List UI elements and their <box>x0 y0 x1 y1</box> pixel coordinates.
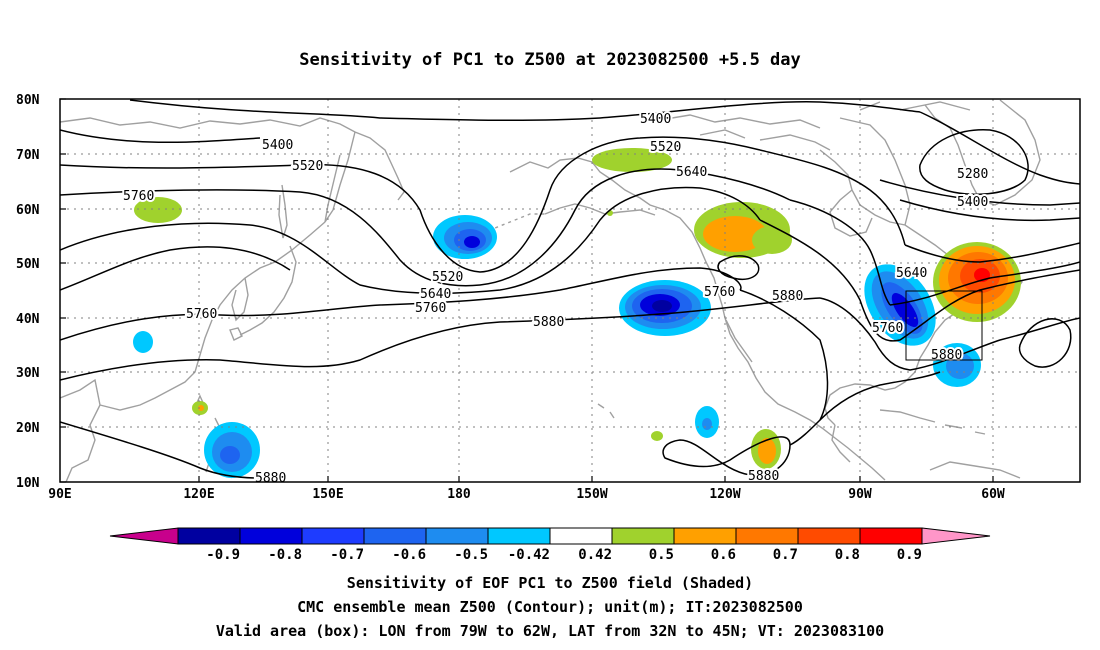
colorbar-swatch <box>859 527 923 545</box>
colorbar-labels: -0.9 -0.8 -0.7 -0.6 -0.5 -0.42 0.42 0.5 0.6 0.7 0.… <box>206 547 922 563</box>
colorbar-tick-label: 0.42 <box>578 547 612 563</box>
map-frame <box>59 98 1081 483</box>
colorbar-tick-label: -0.8 <box>268 547 302 563</box>
colorbar-right-arrow <box>921 527 991 545</box>
contour-label: 5760 <box>415 301 446 316</box>
colorbar-tick-label: 0.5 <box>649 547 674 563</box>
contour-label: 5400 <box>640 112 671 127</box>
lon-label: 120W <box>709 487 740 502</box>
lon-label: 60W <box>981 487 1005 502</box>
contour-label: 5280 <box>957 167 988 182</box>
colorbar-swatch <box>301 527 365 545</box>
colorbar-left-arrow <box>109 527 179 545</box>
contour-label: 5880 <box>931 348 962 363</box>
lon-label: 90W <box>848 487 872 502</box>
colorbar-swatch <box>673 527 737 545</box>
colorbar-tick-label: -0.42 <box>508 547 550 563</box>
lat-label: 70N <box>16 148 40 163</box>
caption-line-1: Sensitivity of EOF PC1 to Z500 field (Sh… <box>346 574 754 592</box>
colorbar-swatch <box>611 527 675 545</box>
valid-area-box <box>905 290 983 361</box>
contour-label: 5880 <box>533 315 564 330</box>
colorbar-swatch <box>363 527 427 545</box>
colorbar-tick-label: -0.6 <box>392 547 426 563</box>
z500-contours <box>60 99 1080 479</box>
lat-label: 30N <box>16 366 40 381</box>
colorbar-swatch <box>797 527 861 545</box>
colorbar <box>109 527 991 545</box>
contour-label: 5760 <box>704 285 735 300</box>
lon-label: 90E <box>48 487 71 502</box>
colorbar-swatch <box>425 527 489 545</box>
caption-line-3: Valid area (box): LON from 79W to 62W, L… <box>215 622 885 640</box>
contour-label: 5520 <box>292 159 323 174</box>
lon-label: 120E <box>183 487 214 502</box>
contour-label: 5400 <box>957 195 988 210</box>
contour-label: 5640 <box>420 287 451 302</box>
lat-label: 60N <box>16 203 40 218</box>
contour-label: 5880 <box>255 471 286 486</box>
contour-label: 5520 <box>650 140 681 155</box>
lon-label: 150W <box>576 487 607 502</box>
colorbar-tick-label: 0.8 <box>835 547 860 563</box>
contour-label: 5760 <box>123 189 154 204</box>
contour-label: 5400 <box>262 138 293 153</box>
colorbar-tick-label: 0.7 <box>773 547 798 563</box>
colorbar-swatch <box>239 527 303 545</box>
colorbar-swatch <box>487 527 551 545</box>
lat-label: 20N <box>16 421 40 436</box>
sensitivity-shading <box>133 148 1021 478</box>
contour-label: 5760 <box>186 307 217 322</box>
contour-label: 5880 <box>772 289 803 304</box>
contour-label: 5640 <box>896 266 927 281</box>
colorbar-swatch <box>549 527 613 545</box>
map-title: Sensitivity of PC1 to Z500 at 2023082500… <box>299 50 801 70</box>
colorbar-swatch <box>177 527 241 545</box>
colorbar-tick-label: -0.7 <box>330 547 364 563</box>
contour-label: 5640 <box>676 165 707 180</box>
axis-ticks <box>60 98 994 483</box>
lon-label: 180 <box>447 487 471 502</box>
colorbar-tick-label: 0.9 <box>897 547 922 563</box>
longitude-labels: 90E 120E 150E 180 150W 120W 90W 60W <box>48 487 1005 502</box>
colorbar-tick-label: -0.9 <box>206 547 240 563</box>
colorbar-swatch <box>735 527 799 545</box>
colorbar-tick-label: 0.6 <box>711 547 736 563</box>
lon-label: 150E <box>312 487 343 502</box>
lat-label: 50N <box>16 257 40 272</box>
lat-label: 10N <box>16 476 40 491</box>
lat-label: 40N <box>16 312 40 327</box>
contour-label: 5880 <box>748 469 779 484</box>
lat-lon-grid <box>60 99 1080 482</box>
lat-label: 80N <box>16 93 40 108</box>
contour-label: 5760 <box>872 321 903 336</box>
contour-labels: 5400 5520 5760 5760 5880 5520 5640 5760 … <box>121 110 990 486</box>
caption-line-2: CMC ensemble mean Z500 (Contour); unit(m… <box>297 598 803 616</box>
latitude-labels: 80N 70N 60N 50N 40N 30N 20N 10N <box>16 93 40 491</box>
colorbar-tick-label: -0.5 <box>454 547 488 563</box>
contour-label: 5520 <box>432 270 463 285</box>
